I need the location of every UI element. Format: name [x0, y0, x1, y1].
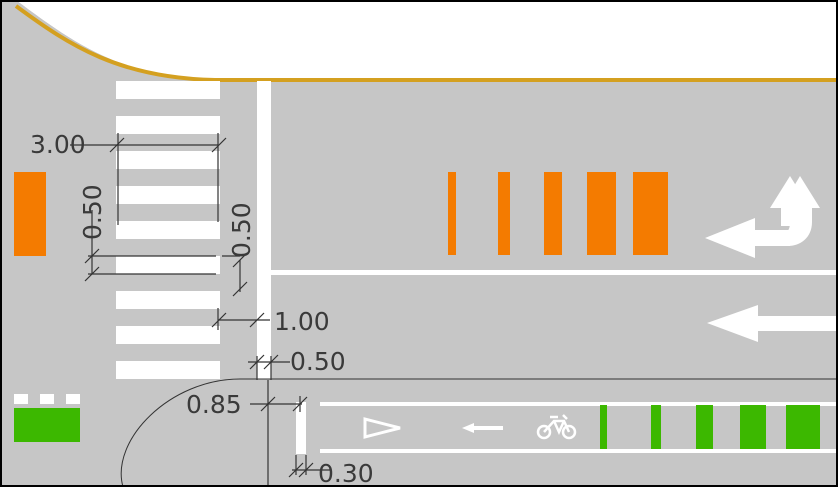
- yield-triangle-icon: [363, 417, 401, 439]
- crosswalk-stripe: [116, 326, 220, 344]
- stop-line: [257, 81, 271, 379]
- left-arrow-icon: [707, 305, 838, 342]
- green-bar: [600, 405, 607, 449]
- curb-line: [14, 4, 838, 82]
- left-bike-area: [14, 394, 80, 442]
- green-bar: [786, 405, 820, 449]
- speed-bar: [587, 172, 616, 255]
- sidewalk-area: [16, 0, 838, 80]
- dimension-label-bike-stop-line-width: 0.30: [318, 459, 374, 487]
- crosswalk-stripe: [116, 186, 220, 204]
- crosswalk-stripe: [116, 221, 220, 239]
- bike-stop-line: [296, 402, 306, 454]
- dimension-label-stripe-gap: 0.50: [227, 202, 256, 258]
- dimension-label-bike-lane-offset: 0.85: [186, 390, 242, 419]
- green-bar: [651, 405, 661, 449]
- bike-lane-top-line: [320, 402, 838, 406]
- dimension-lines: [70, 133, 330, 487]
- speed-bar: [633, 172, 668, 255]
- dimension-label-stop-line-offset: 1.00: [274, 307, 330, 336]
- crosswalk-stripe: [116, 291, 220, 309]
- speed-reduction-bars: [448, 172, 668, 255]
- speed-bar: [498, 172, 510, 255]
- dimension-label-crosswalk-width: 3.00: [30, 130, 86, 159]
- speed-bar: [448, 172, 456, 255]
- green-bar: [740, 405, 766, 449]
- green-bar: [696, 405, 713, 449]
- orange-side-marking: [14, 172, 46, 256]
- zebra-crosswalk: [116, 81, 220, 379]
- small-left-arrow-icon: [462, 423, 503, 433]
- green-bike-markings: [600, 405, 820, 449]
- crosswalk-stripe: [116, 116, 220, 134]
- turn-arrow-icon: [770, 176, 810, 226]
- bike-lane-bottom-line: [320, 449, 838, 453]
- corner-curves: [120, 378, 838, 487]
- bicycle-icon: [536, 414, 577, 440]
- crosswalk-stripe: [116, 256, 220, 274]
- dimension-label-stripe-width: 0.50: [78, 184, 107, 240]
- speed-bar: [544, 172, 562, 255]
- crosswalk-stripe: [116, 361, 220, 379]
- crosswalk-stripe: [116, 151, 220, 169]
- lane-divider-line: [271, 270, 838, 275]
- dimension-label-stop-line-width: 0.50: [290, 347, 346, 376]
- crosswalk-stripe: [116, 81, 220, 99]
